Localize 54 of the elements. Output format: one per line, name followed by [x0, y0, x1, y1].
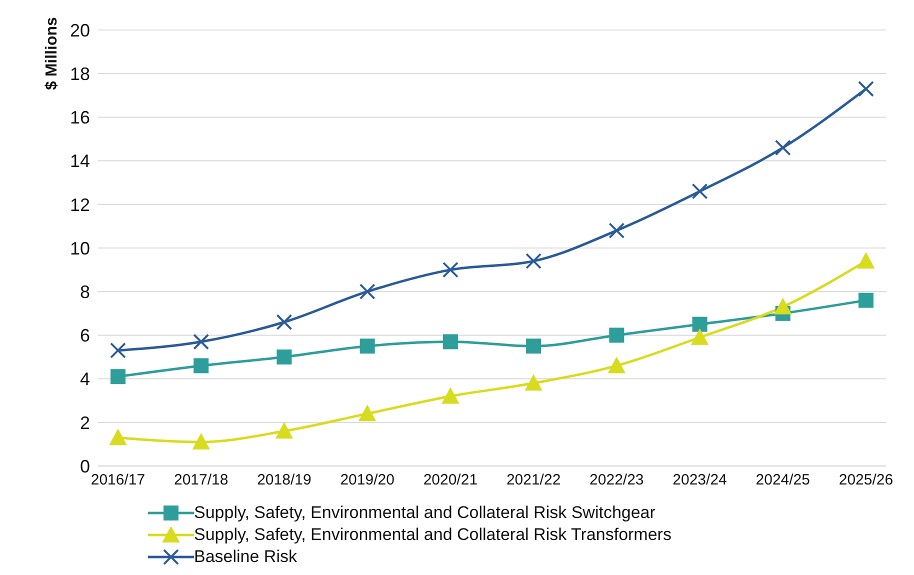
- y-tick-label: 2: [80, 412, 90, 433]
- point: [691, 328, 708, 345]
- point: [609, 328, 624, 343]
- point: [442, 334, 458, 350]
- point: [608, 222, 625, 239]
- x-tick-label: 2024/25: [756, 472, 810, 489]
- y-tick-label: 14: [70, 151, 90, 172]
- point: [276, 422, 293, 439]
- y-tick-label: 8: [80, 282, 90, 302]
- point: [442, 388, 459, 404]
- point: [526, 253, 542, 270]
- x-tick-label: 2023/24: [672, 472, 727, 489]
- point: [276, 350, 292, 364]
- x-tick-label: 2022/23: [590, 472, 644, 489]
- x-tick-label: 2017/18: [174, 472, 228, 489]
- point: [193, 334, 210, 350]
- point: [858, 252, 874, 269]
- point: [194, 358, 209, 374]
- legend-label: Supply, Safety, Environmental and Collateral Risk Switchgear: [194, 502, 656, 524]
- x-tick-label: 2016/17: [90, 472, 146, 489]
- y-tick-label: 0: [80, 456, 90, 476]
- point: [442, 262, 458, 278]
- y-tick-label: 16: [70, 108, 90, 128]
- point: [360, 338, 375, 354]
- point: [858, 292, 874, 308]
- y-tick-label: 6: [80, 326, 90, 346]
- point: [858, 80, 874, 97]
- y-axis-title: $ Millions: [43, 17, 60, 90]
- x-tick-label: 2025/26: [838, 472, 894, 489]
- y-tick-label: 4: [80, 369, 90, 390]
- point: [608, 357, 626, 374]
- x-tick-label: 2020/21: [423, 472, 478, 489]
- point: [774, 298, 792, 314]
- point: [692, 183, 708, 200]
- legend-label: Baseline Risk: [194, 546, 297, 568]
- x-tick-label: 2019/20: [340, 472, 394, 489]
- point: [774, 140, 791, 156]
- y-tick-label: 18: [70, 64, 90, 84]
- point: [276, 314, 292, 330]
- point: [359, 284, 376, 300]
- point: [525, 374, 542, 391]
- x-tick-label: 2018/19: [257, 472, 312, 489]
- point: [526, 338, 542, 354]
- point: [110, 342, 126, 358]
- legend-label: Supply, Safety, Environmental and Collateral Risk Transformers: [194, 524, 672, 546]
- x-tick-label: 2021/22: [506, 472, 561, 489]
- y-tick-label: 12: [70, 194, 90, 215]
- point: [358, 405, 376, 422]
- point: [110, 369, 126, 384]
- point: [692, 316, 708, 332]
- y-tick-label: 20: [70, 20, 90, 40]
- y-tick-label: 10: [70, 238, 90, 258]
- point: [192, 434, 210, 450]
- point: [110, 429, 126, 446]
